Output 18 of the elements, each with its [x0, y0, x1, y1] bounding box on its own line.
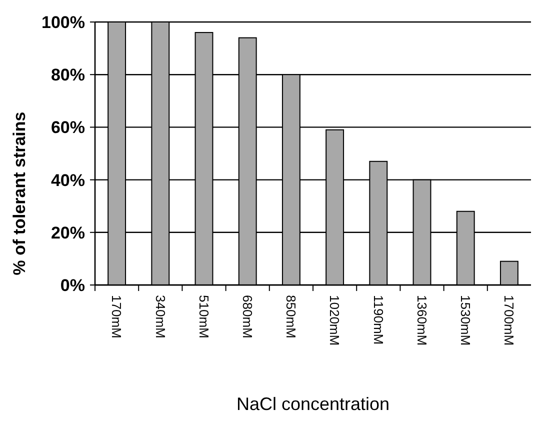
x-axis-title: NaCl concentration	[236, 394, 390, 414]
y-tick-label: 20%	[50, 223, 85, 242]
y-axis-title: % of tolerant strains	[10, 112, 29, 276]
x-tick-label: 1190mM	[370, 295, 386, 345]
x-tick-label: 1530mM	[458, 295, 474, 346]
x-tick-label: 1020mM	[327, 295, 342, 346]
y-tick-label: 80%	[50, 66, 85, 85]
x-tick-label: 170mM	[109, 295, 124, 338]
y-tick-label: 40%	[50, 170, 85, 190]
y-tick-label: 100%	[42, 12, 85, 32]
x-tick-label: 850mM	[284, 295, 299, 338]
y-tick-label: 60%	[50, 118, 85, 138]
x-tick-label: 680mM	[240, 295, 256, 338]
x-tick-label: 340mM	[152, 295, 168, 338]
x-tick-label: 510mM	[196, 295, 212, 338]
y-tick-label: 0%	[60, 276, 85, 295]
x-tick-label: 1700mM	[502, 295, 517, 346]
x-tick-label: 1360mM	[414, 295, 430, 346]
